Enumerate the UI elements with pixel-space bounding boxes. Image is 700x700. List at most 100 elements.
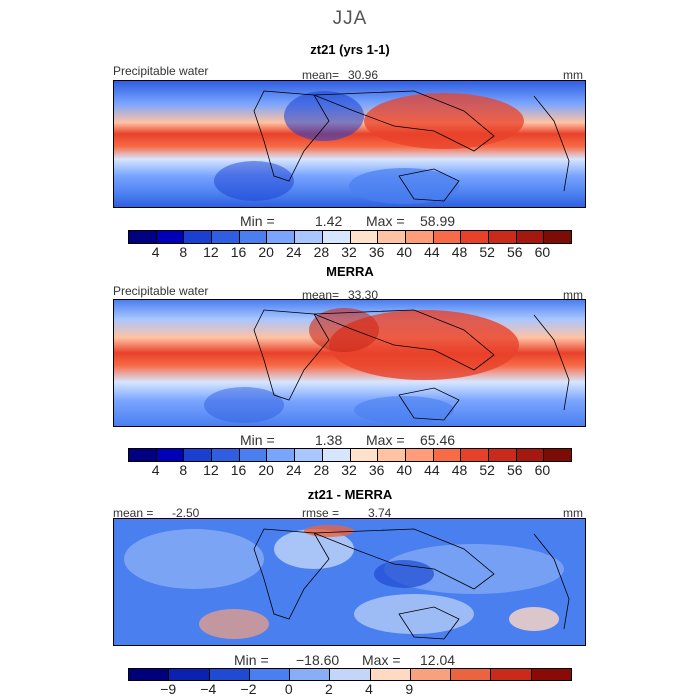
colorbar-tick-label: 56 [506,462,523,478]
panel-2-mean-label: mean= [302,288,340,302]
colorbar-segment [378,231,406,243]
panel-2-field-plot [114,300,585,426]
colorbar-tick-label: 28 [313,462,330,478]
panel-2-max-value: 65.46 [420,432,456,448]
colorbar-tick-label: 48 [451,244,468,260]
panel-2-map [113,299,586,427]
panel-1-min-label: Min = [240,213,275,229]
colorbar-segment [488,449,517,461]
colorbar-segment [405,449,434,461]
colorbar-tick-label: 9 [405,681,414,697]
colorbar-segment [350,449,379,461]
colorbar-tick-label: 8 [179,462,188,478]
panel-3-mean-value: -2.50 [172,506,200,520]
panel-3-min-label: Min = [234,652,269,668]
colorbar-segment [156,231,185,243]
colorbar-segment [212,449,240,461]
colorbar-segment [239,231,268,243]
panel-3-rmse-label: rmse = [302,506,340,520]
panel-1-max-label: Max = [366,213,405,229]
colorbar-tick-label: 40 [396,244,413,260]
colorbar-segment [249,669,291,680]
colorbar-segment [410,669,452,680]
panel-1-map [113,80,586,208]
colorbar-segment [156,449,185,461]
panel-1-colorbar [128,230,572,244]
colorbar-tick-label: 4 [151,462,160,478]
colorbar-segment [491,669,532,680]
panel-3-max-value: 12.04 [420,652,456,668]
panel-3-min-value: −18.60 [296,652,340,668]
panel-2-max-label: Max = [366,432,405,448]
colorbar-tick-label: 8 [179,244,188,260]
colorbar-segment [290,669,331,680]
colorbar-tick-label: 24 [285,244,302,260]
colorbar-segment [544,449,571,461]
colorbar-tick-label: 40 [396,462,413,478]
panel-3-rmse-value: 3.74 [368,506,392,520]
panel-3-map [113,518,586,646]
panel-3-colorbar-ticks: −9 −4 −2 0 2 4 9 [128,681,572,699]
colorbar-tick-label: 44 [424,462,440,478]
panel-3-title: zt21 - MERRA [307,487,393,502]
panel-2-mean-value: 33.30 [348,288,379,302]
colorbar-tick-label: 52 [479,462,495,478]
panel-1-min-value: 1.42 [315,213,343,229]
colorbar-segment [322,231,351,243]
panel-1-mean-value: 30.96 [348,68,379,82]
colorbar-tick-label: 56 [506,244,523,260]
panel-2-min-label: Min = [240,432,275,448]
season-title: JJA [332,8,368,29]
panel-1-variable-label: Precipitable water [113,64,209,78]
panel-1-mean-label: mean= [302,68,340,82]
colorbar-segment [350,231,379,243]
panel-3-max-label: Max = [362,652,401,668]
panel-1-units-label: mm [563,68,583,82]
colorbar-tick-label: 60 [534,244,551,260]
colorbar-tick-label: 16 [230,244,247,260]
colorbar-segment [129,669,170,680]
colorbar-tick-label: 52 [479,244,495,260]
colorbar-segment [488,231,517,243]
colorbar-segment [184,231,213,243]
colorbar-tick-label: −2 [240,681,257,697]
colorbar-segment [322,449,351,461]
colorbar-tick-label: 48 [451,462,468,478]
colorbar-segment [212,231,240,243]
panel-1-field-plot [114,81,585,207]
panel-3-diff-plot [114,519,585,645]
colorbar-segment [129,231,157,243]
colorbar-segment [330,669,371,680]
colorbar-tick-label: 20 [258,244,274,260]
colorbar-tick-label: 32 [341,244,357,260]
colorbar-segment [516,231,545,243]
colorbar-segment [129,449,157,461]
colorbar-segment [267,231,296,243]
panel-1-title: zt21 (yrs 1-1) [310,42,390,57]
colorbar-tick-label: 24 [285,462,302,478]
colorbar-segment [378,449,406,461]
colorbar-tick-label: 4 [365,681,373,697]
colorbar-tick-label: 32 [341,462,357,478]
colorbar-tick-label: 0 [284,681,293,697]
colorbar-segment [169,669,210,680]
colorbar-segment [544,231,571,243]
panel-3-colorbar [128,668,572,681]
colorbar-segment [531,669,571,680]
colorbar-tick-label: 60 [534,462,551,478]
colorbar-tick-label: −9 [160,681,177,697]
colorbar-tick-label: 28 [313,244,330,260]
panel-1-max-value: 58.99 [420,213,456,229]
colorbar-segment [209,669,250,680]
colorbar-segment [516,449,545,461]
colorbar-segment [295,449,323,461]
colorbar-segment [370,669,411,680]
colorbar-tick-label: 36 [368,244,385,260]
colorbar-tick-label: 36 [368,462,385,478]
colorbar-tick-label: 20 [258,462,274,478]
colorbar-segment [267,449,296,461]
panel-3-units-label: mm [563,506,583,520]
colorbar-segment [433,449,462,461]
panel-2-title: MERRA [326,264,374,279]
colorbar-segment [451,669,492,680]
